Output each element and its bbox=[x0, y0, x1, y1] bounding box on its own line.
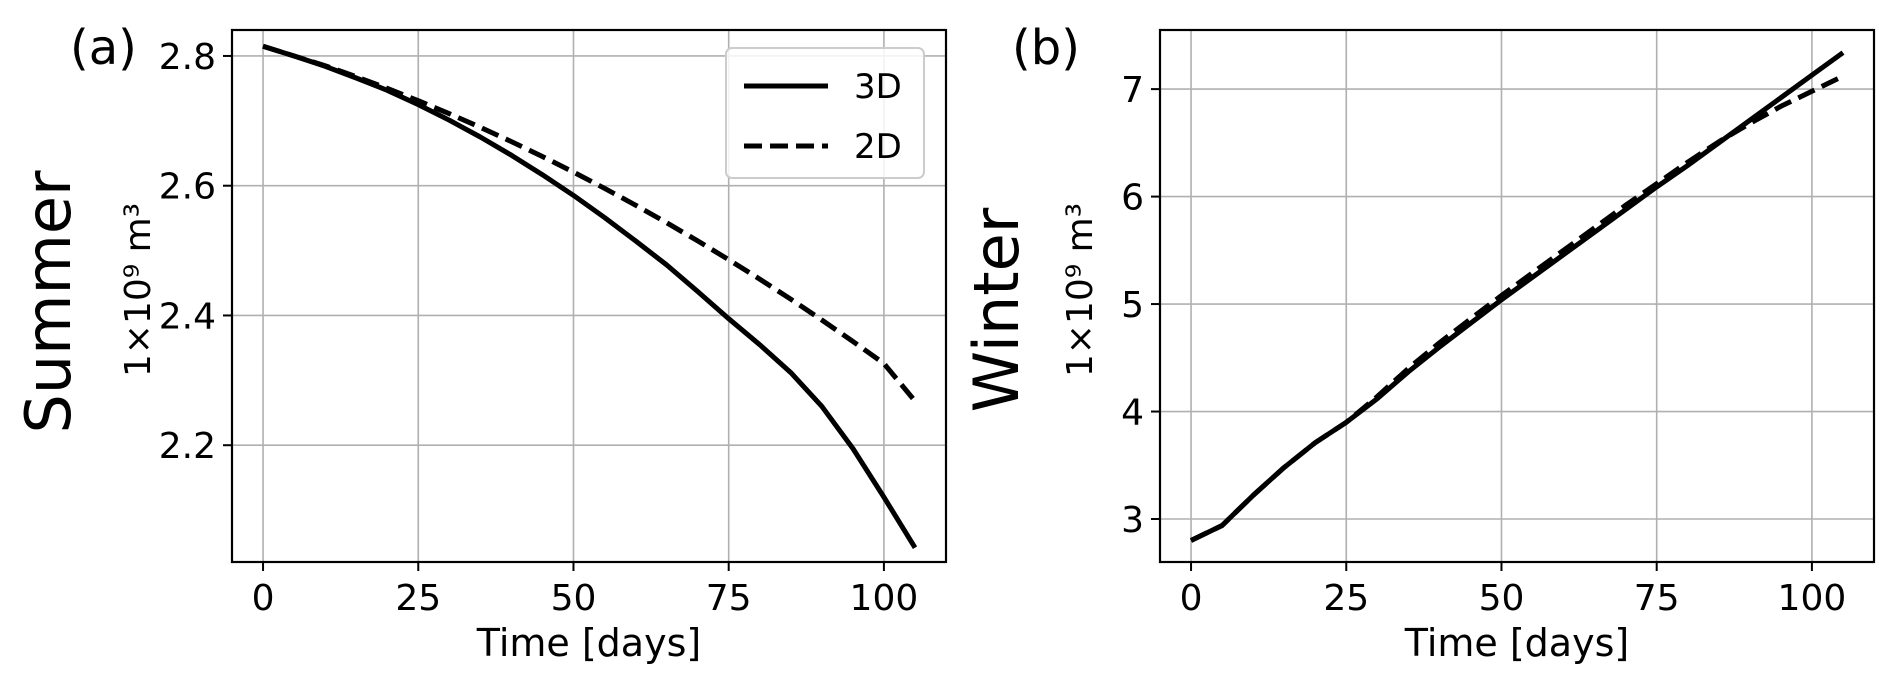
y-axis-label: 1×10⁹ m³ bbox=[1060, 203, 1101, 377]
legend-label: 2D bbox=[854, 127, 902, 167]
series-line-2d bbox=[262, 43, 917, 403]
summer-panel: 0 25 50 75 100 2.2 2.4 2.6 2.8 Time [days] 1×10⁹ m… bbox=[12, 20, 948, 665]
series-line-2d bbox=[1189, 73, 1845, 543]
plot-frame bbox=[230, 28, 948, 564]
plot-frame bbox=[1158, 28, 1876, 564]
y-tick-label: 5 bbox=[1121, 285, 1144, 326]
row-label: Summer bbox=[12, 170, 85, 434]
x-tick-label: 100 bbox=[850, 578, 919, 619]
series-line-3d bbox=[1189, 50, 1845, 543]
y-tick-label: 2.2 bbox=[159, 426, 216, 467]
panel-label: (b) bbox=[1012, 20, 1080, 76]
row-label: Winter bbox=[960, 207, 1033, 412]
y-tick-label: 7 bbox=[1121, 70, 1144, 111]
y-tick-label: 3 bbox=[1121, 500, 1144, 541]
y-tick-label: 2.6 bbox=[159, 167, 216, 208]
y-tick-label: 4 bbox=[1121, 393, 1144, 434]
y-axis-label: 1×10⁹ m³ bbox=[118, 203, 159, 377]
x-tick-label: 25 bbox=[395, 578, 441, 619]
panel-label: (a) bbox=[70, 20, 137, 76]
y-tick-label: 6 bbox=[1121, 178, 1144, 219]
x-axis-label: Time [days] bbox=[476, 621, 701, 665]
x-tick-label: 75 bbox=[706, 578, 752, 619]
x-tick-label: 50 bbox=[1479, 578, 1525, 619]
winter-panel: 0 25 50 75 100 3 4 5 6 7 Time [days] 1×10⁹ m³ Winter… bbox=[960, 20, 1876, 665]
x-tick-label: 0 bbox=[1180, 578, 1203, 619]
x-axis-label: Time [days] bbox=[1404, 621, 1629, 665]
x-tick-label: 25 bbox=[1323, 578, 1369, 619]
x-tick-label: 50 bbox=[551, 578, 597, 619]
legend-label: 3D bbox=[854, 67, 902, 107]
x-tick-label: 0 bbox=[252, 578, 275, 619]
x-tick-label: 100 bbox=[1778, 578, 1847, 619]
y-tick-label: 2.4 bbox=[159, 296, 216, 337]
y-tick-label: 2.8 bbox=[159, 37, 216, 78]
x-tick-label: 75 bbox=[1634, 578, 1680, 619]
